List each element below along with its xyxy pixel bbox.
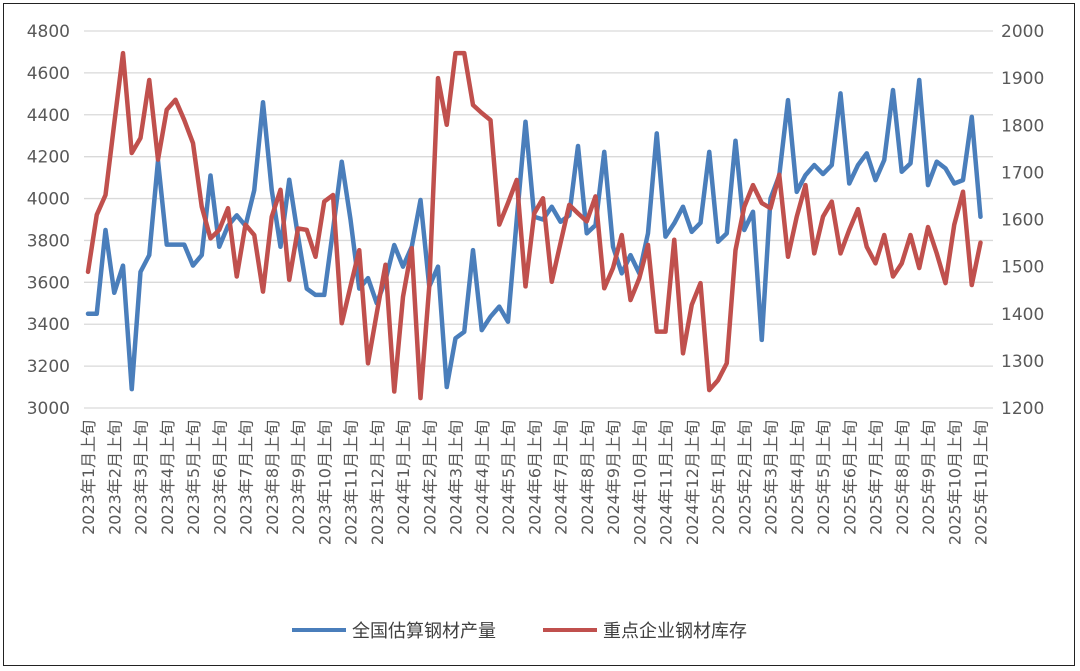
x-tick-label: 2023年9月上旬	[289, 420, 308, 535]
x-tick-label: 2023年7月上旬	[237, 420, 256, 535]
x-tick-label: 2024年7月上旬	[552, 420, 571, 535]
right-y-axis-ticks: 1200 1300 1400 1500 1600 1700 1800 1900 2000	[1001, 22, 1044, 419]
left-y-tick-label: 3200	[27, 357, 70, 377]
x-tick-label: 2025年4月上旬	[788, 420, 807, 535]
gridlines	[84, 30, 993, 409]
x-tick-label: 2023年12月上旬	[368, 420, 387, 545]
x-tick-label: 2024年2月上旬	[420, 420, 439, 535]
x-tick-label: 2023年8月上旬	[263, 420, 282, 535]
right-y-tick-label: 1800	[1001, 116, 1044, 136]
right-y-tick-label: 1200	[1001, 399, 1044, 419]
inventory-series-line	[85, 50, 983, 401]
left-y-axis-ticks: 3000 3200 3400 3600 3800 4000 4200 4400 4600 4800	[27, 22, 70, 419]
legend-label-production: 全国估算钢材产量	[352, 621, 496, 642]
left-y-tick-label: 3400	[27, 315, 70, 335]
right-y-tick-label: 1700	[1001, 163, 1044, 183]
legend-label-inventory: 重点企业钢材库存	[603, 621, 747, 642]
x-tick-label: 2025年11月上旬	[972, 420, 991, 545]
x-tick-label: 2025年2月上旬	[735, 420, 754, 535]
x-tick-label: 2024年8月上旬	[578, 420, 597, 535]
x-tick-label: 2023年6月上旬	[210, 420, 229, 535]
x-tick-label: 2023年4月上旬	[158, 420, 177, 535]
left-y-tick-label: 3600	[27, 273, 70, 293]
x-tick-label: 2025年1月上旬	[709, 420, 728, 535]
x-tick-label: 2023年5月上旬	[184, 420, 203, 535]
right-y-tick-label: 1300	[1001, 352, 1044, 372]
left-y-tick-label: 4200	[27, 148, 70, 168]
left-y-tick-label: 3800	[27, 231, 70, 251]
x-tick-label: 2025年7月上旬	[867, 420, 886, 535]
x-axis-ticks: 2023年1月上旬 2023年2月上旬 2023年3月上旬 2023年4月上旬 2023…	[79, 420, 991, 545]
series-lines	[85, 50, 983, 401]
x-tick-label: 2024年1月上旬	[394, 420, 413, 535]
right-y-tick-label: 2000	[1001, 22, 1044, 42]
x-tick-label: 2023年3月上旬	[132, 420, 151, 535]
x-tick-label: 2024年9月上旬	[604, 420, 623, 535]
x-tick-label: 2025年8月上旬	[893, 420, 912, 535]
x-tick-label: 2023年11月上旬	[342, 420, 361, 545]
right-y-tick-label: 1400	[1001, 305, 1044, 325]
x-tick-label: 2023年2月上旬	[105, 420, 124, 535]
right-y-tick-label: 1900	[1001, 69, 1044, 89]
x-tick-label: 2025年10月上旬	[945, 420, 964, 545]
left-y-tick-label: 4600	[27, 64, 70, 84]
chart-frame	[3, 3, 1075, 666]
x-tick-label: 2023年10月上旬	[315, 420, 334, 545]
x-tick-label: 2024年12月上旬	[683, 420, 702, 545]
x-tick-label: 2025年6月上旬	[840, 420, 859, 535]
x-tick-label: 2024年10月上旬	[630, 420, 649, 545]
left-y-tick-label: 4800	[27, 22, 70, 42]
left-y-tick-label: 4000	[27, 190, 70, 210]
left-y-tick-label: 3000	[27, 399, 70, 419]
x-tick-label: 2024年6月上旬	[525, 420, 544, 535]
x-tick-label: 2024年3月上旬	[447, 420, 466, 535]
x-tick-label: 2023年1月上旬	[79, 420, 98, 535]
x-tick-label: 2025年9月上旬	[919, 420, 938, 535]
x-tick-label: 2025年3月上旬	[762, 420, 781, 535]
left-y-tick-label: 4400	[27, 106, 70, 126]
right-y-tick-label: 1500	[1001, 258, 1044, 278]
x-tick-label: 2024年11月上旬	[657, 420, 676, 545]
x-tick-label: 2024年4月上旬	[473, 420, 492, 535]
right-y-tick-label: 1600	[1001, 211, 1044, 231]
x-tick-label: 2024年5月上旬	[499, 420, 518, 535]
legend: 全国估算钢材产量 重点企业钢材库存	[292, 621, 747, 642]
x-tick-label: 2025年5月上旬	[814, 420, 833, 535]
